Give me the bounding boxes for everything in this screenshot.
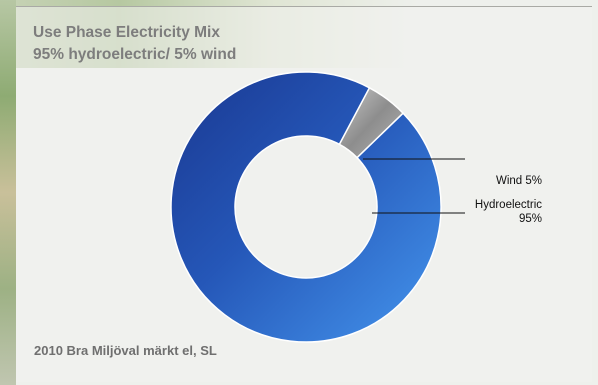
chart-title-line2: 95% hydroelectric/ 5% wind xyxy=(33,46,237,63)
background-foliage-left xyxy=(0,0,16,385)
chart-title-line1: Use Phase Electricity Mix xyxy=(33,24,220,41)
slice-label-wind-0: Wind 5% xyxy=(496,175,542,187)
slice-label-hydroelectric-1: 95% xyxy=(519,213,542,225)
donut-slice-hydroelectric xyxy=(170,71,442,343)
slice-label-hydroelectric-0: Hydroelectric xyxy=(475,199,542,211)
chart-source-note: 2010 Bra Miljöval märkt el, SL xyxy=(34,343,217,358)
chart-title: Use Phase Electricity Mix 95% hydroelect… xyxy=(33,22,236,66)
